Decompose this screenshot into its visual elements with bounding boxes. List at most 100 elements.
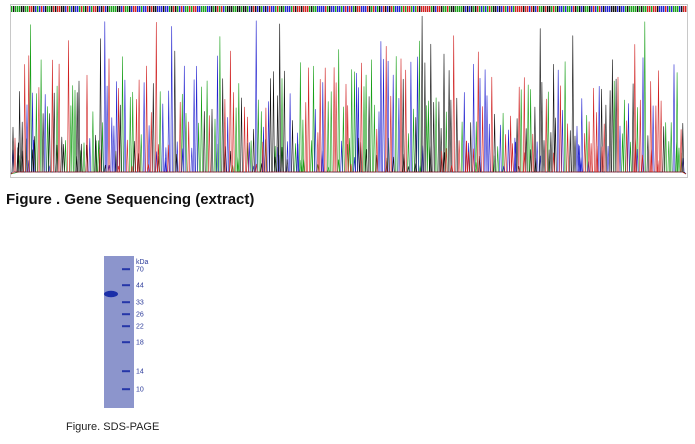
base-call-glyph bbox=[245, 6, 247, 12]
base-call-glyph bbox=[165, 6, 167, 12]
base-call-glyph bbox=[123, 6, 125, 12]
base-call-glyph bbox=[375, 6, 377, 12]
base-call-glyph bbox=[259, 6, 261, 12]
base-call-glyph bbox=[65, 6, 67, 12]
base-call-glyph bbox=[505, 6, 507, 12]
base-call-glyph bbox=[579, 6, 581, 12]
base-call-glyph bbox=[97, 6, 99, 12]
base-call-glyph bbox=[27, 6, 29, 12]
base-call-glyph bbox=[459, 6, 461, 12]
base-call-glyph bbox=[601, 6, 603, 12]
base-call-glyph bbox=[229, 6, 231, 12]
base-call-glyph bbox=[557, 6, 559, 12]
base-call-glyph bbox=[63, 6, 65, 12]
base-call-glyph bbox=[19, 6, 21, 12]
base-call-glyph bbox=[299, 6, 301, 12]
base-call-glyph bbox=[449, 6, 451, 12]
base-call-glyph bbox=[141, 6, 143, 12]
base-call-glyph bbox=[367, 6, 369, 12]
base-call-glyph bbox=[565, 6, 567, 12]
base-call-glyph bbox=[353, 6, 355, 12]
base-call-glyph bbox=[547, 6, 549, 12]
base-call-glyph bbox=[359, 6, 361, 12]
marker-band-33 bbox=[122, 301, 130, 304]
base-call-glyph bbox=[85, 6, 87, 12]
marker-band-70 bbox=[122, 268, 130, 271]
base-call-glyph bbox=[409, 6, 411, 12]
base-call-glyph bbox=[503, 6, 505, 12]
base-call-glyph bbox=[493, 6, 495, 12]
base-call-glyph bbox=[209, 6, 211, 12]
base-call-glyph bbox=[597, 6, 599, 12]
base-call-glyph bbox=[595, 6, 597, 12]
marker-band-44 bbox=[122, 284, 130, 287]
base-call-glyph bbox=[581, 6, 583, 12]
base-call-glyph bbox=[401, 6, 403, 12]
base-call-glyph bbox=[507, 6, 509, 12]
base-call-glyph bbox=[567, 6, 569, 12]
base-call-glyph bbox=[653, 6, 655, 12]
base-call-glyph bbox=[489, 6, 491, 12]
base-call-glyph bbox=[53, 6, 55, 12]
base-call-glyph bbox=[61, 6, 63, 12]
base-call-glyph bbox=[213, 6, 215, 12]
base-call-glyph bbox=[311, 6, 313, 12]
base-call-glyph bbox=[407, 6, 409, 12]
base-call-glyph bbox=[75, 6, 77, 12]
base-call-glyph bbox=[635, 6, 637, 12]
base-call-glyph bbox=[15, 6, 17, 12]
base-call-glyph bbox=[655, 6, 657, 12]
base-call-glyph bbox=[341, 6, 343, 12]
base-call-glyph bbox=[461, 6, 463, 12]
base-call-glyph bbox=[363, 6, 365, 12]
base-call-glyph bbox=[477, 6, 479, 12]
base-call-glyph bbox=[79, 6, 81, 12]
base-call-glyph bbox=[173, 6, 175, 12]
base-call-glyph bbox=[205, 6, 207, 12]
base-call-glyph bbox=[561, 6, 563, 12]
base-call-glyph bbox=[387, 6, 389, 12]
base-call-glyph bbox=[193, 6, 195, 12]
marker-label-10: 10 bbox=[136, 387, 144, 394]
base-call-glyph bbox=[365, 6, 367, 12]
base-call-glyph bbox=[497, 6, 499, 12]
base-call-glyph bbox=[431, 6, 433, 12]
base-call-glyph bbox=[451, 6, 453, 12]
base-call-glyph bbox=[385, 6, 387, 12]
base-call-glyph bbox=[31, 6, 33, 12]
base-call-glyph bbox=[327, 6, 329, 12]
base-call-glyph bbox=[549, 6, 551, 12]
base-call-glyph bbox=[51, 6, 53, 12]
base-call-glyph bbox=[479, 6, 481, 12]
base-call-glyph bbox=[25, 6, 27, 12]
base-call-glyph bbox=[619, 6, 621, 12]
base-call-glyph bbox=[115, 6, 117, 12]
base-call-glyph bbox=[603, 6, 605, 12]
base-call-glyph bbox=[207, 6, 209, 12]
base-call-glyph bbox=[519, 6, 521, 12]
base-call-glyph bbox=[269, 6, 271, 12]
base-call-glyph bbox=[397, 6, 399, 12]
marker-ladder bbox=[122, 268, 130, 391]
trace-lines bbox=[10, 15, 687, 175]
base-call-glyph bbox=[329, 6, 331, 12]
base-call-glyph bbox=[217, 6, 219, 12]
base-call-glyph bbox=[529, 6, 531, 12]
base-call-glyph bbox=[289, 6, 291, 12]
base-call-glyph bbox=[133, 6, 135, 12]
base-call-glyph bbox=[331, 6, 333, 12]
base-call-glyph bbox=[473, 6, 475, 12]
base-call-glyph bbox=[521, 6, 523, 12]
base-call-glyph bbox=[393, 6, 395, 12]
base-call-glyph bbox=[643, 6, 645, 12]
base-call-glyph bbox=[515, 6, 517, 12]
base-call-glyph bbox=[317, 6, 319, 12]
base-call-glyph bbox=[671, 6, 673, 12]
base-call-glyph bbox=[491, 6, 493, 12]
base-call-glyph bbox=[33, 6, 35, 12]
base-call-glyph bbox=[29, 6, 31, 12]
marker-band-22 bbox=[122, 325, 130, 328]
base-call-glyph bbox=[251, 6, 253, 12]
base-call-glyph bbox=[607, 6, 609, 12]
base-call-glyph bbox=[67, 6, 69, 12]
